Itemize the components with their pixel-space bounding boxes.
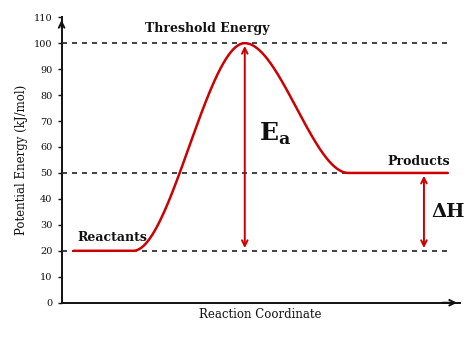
Text: Products: Products	[387, 155, 450, 168]
X-axis label: Reaction Coordinate: Reaction Coordinate	[200, 308, 322, 321]
Y-axis label: Potential Energy (kJ/mol): Potential Energy (kJ/mol)	[16, 85, 28, 235]
Text: E$_\mathregular{a}$: E$_\mathregular{a}$	[259, 121, 291, 147]
Text: Reactants: Reactants	[78, 231, 147, 244]
Text: Threshold Energy: Threshold Energy	[145, 22, 270, 35]
Text: ΔH: ΔH	[432, 203, 465, 221]
